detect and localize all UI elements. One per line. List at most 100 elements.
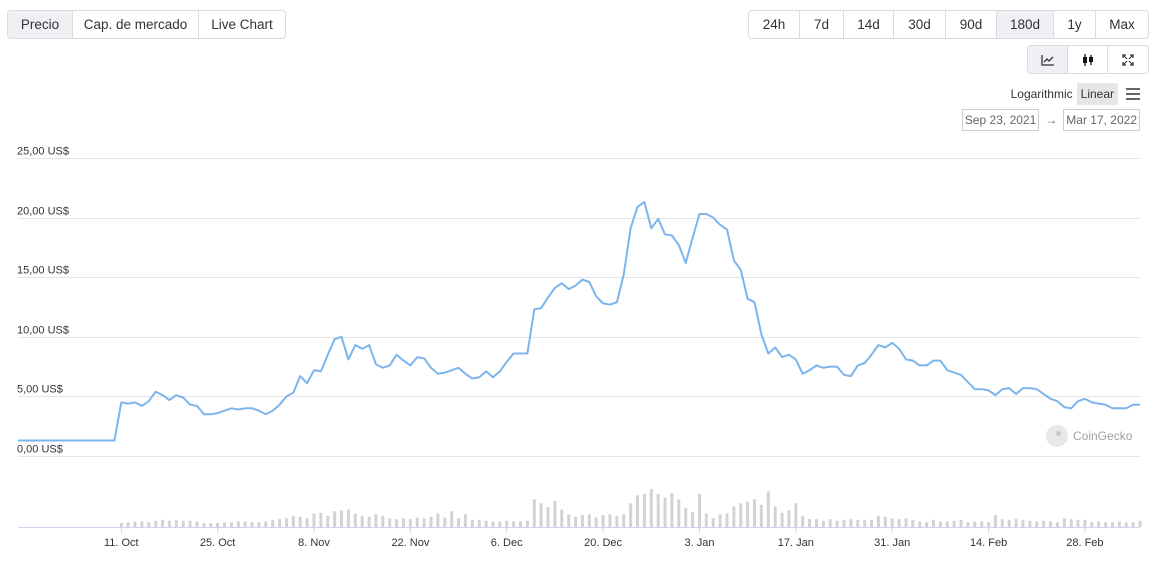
volume-bar: [484, 520, 488, 527]
volume-bar: [918, 521, 922, 527]
volume-bar: [704, 513, 708, 527]
y-axis-labels: 0,00 US$ 5,00 US$ 10,00 US$ 15,00 US$ 20,00 …: [17, 146, 69, 456]
range-14d-button[interactable]: 14d: [844, 11, 894, 38]
expand-view-button[interactable]: [1108, 46, 1148, 73]
date-range: Sep 23, 2021 → Mar 17, 2022: [961, 109, 1140, 131]
tab-live-chart[interactable]: Live Chart: [199, 11, 285, 38]
volume-bar: [883, 516, 887, 527]
volume-bar: [1124, 522, 1128, 528]
tab-cap-de-mercado[interactable]: Cap. de mercado: [73, 11, 199, 38]
volume-bar: [505, 520, 509, 527]
x-tick-label: 17. Jan: [778, 537, 814, 549]
scale-selector: Logarithmic Linear: [1007, 83, 1140, 105]
volume-bar: [1035, 521, 1039, 527]
y-tick-label: 5,00 US$: [17, 384, 63, 396]
volume-bar: [856, 519, 860, 527]
line-chart-icon: [1040, 54, 1055, 66]
volume-bar: [415, 517, 419, 527]
volume-bar: [808, 519, 812, 527]
volume-bar: [670, 493, 674, 527]
volume-bar: [154, 520, 158, 527]
date-from-input[interactable]: Sep 23, 2021: [961, 109, 1040, 131]
volume-bar: [698, 493, 701, 528]
volume-bar: [1021, 519, 1025, 527]
volume-bar: [932, 519, 935, 527]
volume-bar: [863, 519, 867, 527]
range-24h-button[interactable]: 24h: [749, 11, 800, 38]
range-7d-button[interactable]: 7d: [800, 11, 844, 38]
volume-bar: [491, 521, 495, 527]
linear-scale-button[interactable]: Linear: [1076, 83, 1118, 105]
volume-bar: [140, 521, 144, 527]
volume-bar: [477, 519, 481, 527]
volume-bar: [257, 522, 261, 528]
volume-bar: [622, 514, 626, 527]
volume-bar: [890, 518, 894, 527]
volume-bar: [1138, 520, 1142, 527]
volume-bar: [966, 522, 970, 528]
x-tick-label: 8. Nov: [298, 537, 330, 549]
volume-bar: [711, 518, 715, 527]
volume-bar: [436, 513, 440, 527]
volume-bar: [1014, 519, 1018, 527]
volume-bar: [794, 503, 798, 528]
volume-bar: [746, 501, 750, 527]
line-chart-view-button[interactable]: [1028, 46, 1068, 73]
x-tick-label: 3. Jan: [685, 537, 715, 549]
volume-bar: [567, 514, 571, 527]
volume-bar: [167, 520, 171, 527]
date-to-input[interactable]: Mar 17, 2022: [1063, 109, 1140, 131]
candlestick-view-button[interactable]: [1068, 46, 1108, 73]
x-tick-label: 11. Oct: [104, 537, 139, 549]
volume-bar: [229, 522, 233, 528]
x-tick-label: 6. Dec: [491, 537, 523, 549]
volume-bar: [980, 521, 984, 527]
volume-bar: [897, 519, 901, 527]
volume-bar: [1111, 522, 1114, 528]
range-90d-button[interactable]: 90d: [946, 11, 997, 38]
volume-bar: [1076, 519, 1080, 527]
volume-bar: [264, 521, 268, 527]
volume-bar: [463, 514, 467, 527]
volume-bar: [677, 499, 681, 527]
volume-bar: [1097, 521, 1101, 527]
tab-precio[interactable]: Precio: [8, 11, 73, 38]
volume-bar: [780, 512, 784, 528]
volume-bar: [725, 513, 729, 527]
range-180d-button[interactable]: 180d: [997, 11, 1054, 38]
volume-bar: [360, 515, 364, 527]
volume-bar: [904, 518, 908, 527]
volume-bar: [787, 510, 791, 527]
volume-bar: [849, 519, 853, 527]
volume-bar: [987, 522, 991, 528]
range-30d-button[interactable]: 30d: [894, 11, 946, 38]
volume-bar: [223, 522, 226, 528]
logarithmic-scale-button[interactable]: Logarithmic: [1010, 87, 1073, 101]
volume-bar: [773, 506, 777, 527]
volume-bar: [732, 506, 736, 527]
volume-bar: [1069, 519, 1073, 527]
hamburger-menu-icon[interactable]: [1126, 88, 1140, 100]
volume-bar: [457, 518, 460, 527]
volume-bar: [815, 519, 818, 527]
volume-bar: [1104, 522, 1108, 528]
range-1y-button[interactable]: 1y: [1054, 11, 1096, 38]
range-max-button[interactable]: Max: [1096, 11, 1148, 38]
y-tick-label: 0,00 US$: [17, 444, 63, 456]
volume-bar: [1028, 520, 1032, 527]
volume-bar: [642, 493, 646, 528]
y-tick-label: 20,00 US$: [17, 206, 69, 218]
volume-bar: [422, 518, 426, 527]
x-tick-label: 25. Oct: [200, 537, 235, 549]
volume-bar: [1083, 519, 1087, 527]
volume-bar: [512, 521, 516, 527]
x-tick-label: 14. Feb: [970, 537, 1007, 549]
view-mode-selector: [1027, 45, 1149, 74]
x-tick-label: 31. Jan: [874, 537, 910, 549]
volume-bar: [532, 499, 536, 527]
volume-bar: [1055, 522, 1059, 528]
volume-bar: [580, 515, 584, 527]
volume-bar: [1131, 522, 1135, 528]
volume-bar: [174, 519, 178, 527]
volume-bar: [450, 511, 454, 527]
